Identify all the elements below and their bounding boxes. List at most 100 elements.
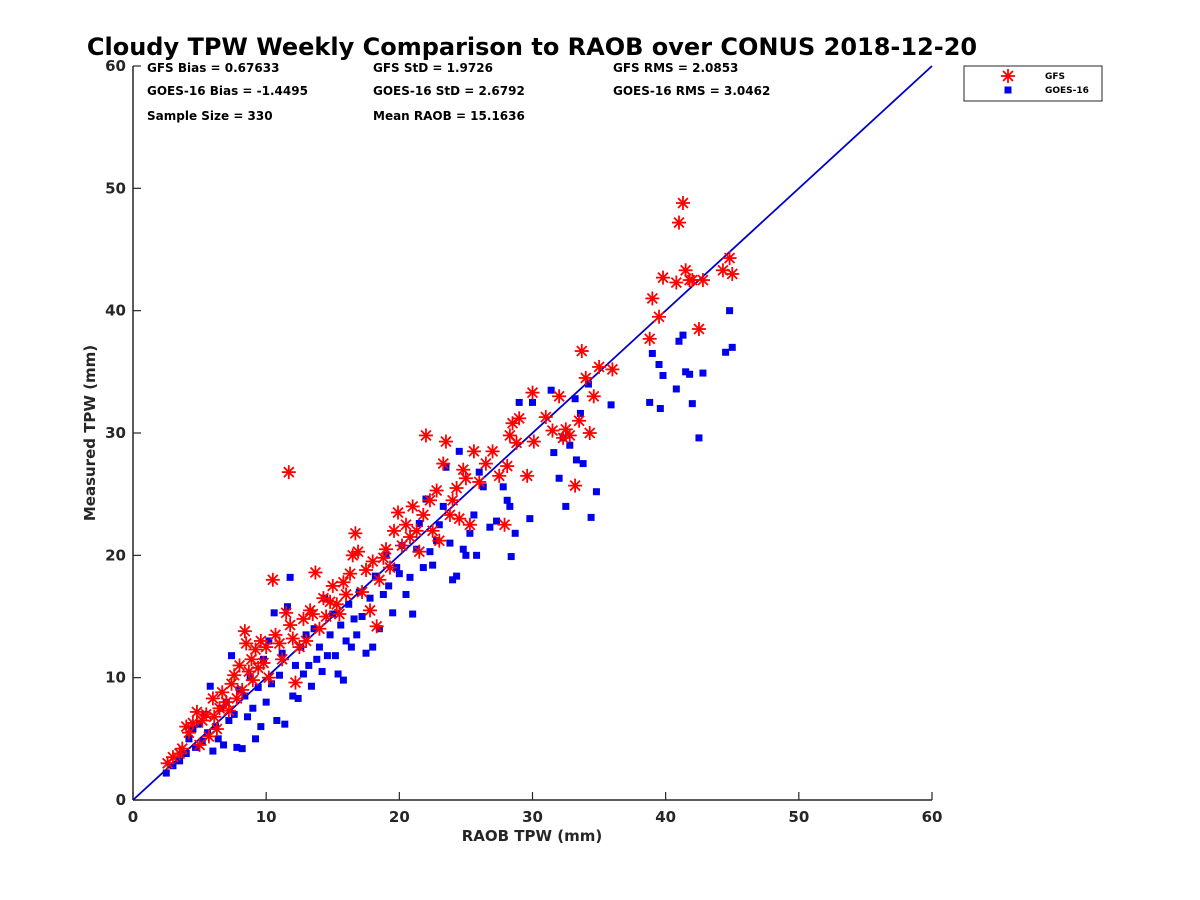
goes16-point bbox=[326, 631, 334, 639]
legend-gfs-marker bbox=[1001, 69, 1015, 83]
goes16-point bbox=[273, 716, 281, 724]
gfs-point bbox=[312, 621, 327, 636]
goes16-point bbox=[682, 368, 690, 376]
gfs-point bbox=[436, 456, 451, 471]
gfs-point bbox=[372, 572, 387, 587]
goes16-point bbox=[209, 747, 217, 755]
goes16-point bbox=[267, 680, 275, 688]
goes16-point bbox=[275, 671, 283, 679]
goes16-point bbox=[648, 349, 656, 357]
goes16-point bbox=[656, 405, 664, 413]
gfs-point bbox=[207, 709, 222, 724]
goes16-point bbox=[176, 757, 184, 765]
goes16-point bbox=[506, 502, 514, 510]
gfs-point bbox=[239, 636, 254, 651]
goes16-point bbox=[294, 694, 302, 702]
goes16-point bbox=[409, 610, 417, 618]
gfs-point bbox=[509, 435, 524, 450]
goes16-point bbox=[389, 609, 397, 617]
gfs-point bbox=[562, 428, 577, 443]
gfs-point bbox=[492, 468, 507, 483]
chart-title: Cloudy TPW Weekly Comparison to RAOB ove… bbox=[87, 33, 977, 61]
goes16-point bbox=[257, 723, 265, 731]
x-axis-label: RAOB TPW (mm) bbox=[462, 827, 603, 845]
gfs-point bbox=[256, 655, 271, 670]
goes16-point bbox=[699, 369, 707, 377]
gfs-point bbox=[232, 658, 247, 673]
x-tick-label: 0 bbox=[128, 808, 138, 826]
x-tick-label: 50 bbox=[788, 808, 809, 826]
gfs-point bbox=[432, 533, 447, 548]
goes16-point bbox=[362, 649, 370, 657]
goes16-point bbox=[572, 456, 580, 464]
goes16-point bbox=[305, 661, 313, 669]
goes16-point bbox=[331, 652, 339, 660]
gfs-point bbox=[438, 434, 453, 449]
gfs-point bbox=[525, 385, 540, 400]
gfs-point bbox=[568, 478, 583, 493]
gfs-point bbox=[332, 607, 347, 622]
goes16-point bbox=[315, 643, 323, 651]
goes16-point bbox=[426, 548, 434, 556]
gfs-point bbox=[695, 273, 710, 288]
gfs-point bbox=[379, 542, 394, 557]
gfs-point bbox=[281, 465, 296, 480]
gfs-point bbox=[592, 359, 607, 374]
goes16-point bbox=[366, 594, 374, 602]
gfs-point bbox=[365, 554, 380, 569]
gfs-point bbox=[359, 563, 374, 578]
goes16-point bbox=[254, 683, 262, 691]
goes16-point bbox=[566, 441, 574, 449]
gfs-point bbox=[265, 572, 280, 587]
legend-goes-marker bbox=[1004, 86, 1012, 94]
series-gfs bbox=[160, 196, 740, 771]
stat-sample-size: Sample Size = 330 bbox=[147, 109, 273, 123]
goes16-point bbox=[646, 398, 654, 406]
gfs-point bbox=[656, 270, 671, 285]
goes16-point bbox=[220, 741, 228, 749]
one-to-one-line bbox=[132, 65, 933, 801]
gfs-point bbox=[394, 538, 409, 553]
goes16-point bbox=[466, 529, 474, 537]
gfs-point bbox=[458, 471, 473, 486]
goes16-point bbox=[726, 307, 734, 315]
goes16-point bbox=[307, 682, 315, 690]
goes16-point bbox=[592, 488, 600, 496]
gfs-point bbox=[308, 565, 323, 580]
goes16-point bbox=[358, 613, 366, 620]
goes16-point bbox=[455, 447, 463, 455]
goes16-point bbox=[695, 434, 703, 442]
gfs-point bbox=[418, 428, 433, 443]
x-tick-label: 60 bbox=[922, 808, 943, 826]
gfs-point bbox=[325, 578, 340, 593]
goes16-point bbox=[214, 735, 222, 743]
gfs-point bbox=[466, 444, 481, 459]
gfs-point bbox=[259, 640, 274, 655]
goes16-point bbox=[439, 502, 447, 510]
goes16-point bbox=[672, 385, 680, 393]
gfs-point bbox=[526, 434, 541, 449]
gfs-point bbox=[355, 585, 370, 600]
goes16-point bbox=[339, 676, 347, 684]
gfs-point bbox=[685, 273, 700, 288]
gfs-point bbox=[248, 642, 263, 657]
goes16-point bbox=[379, 590, 387, 598]
goes16-point bbox=[406, 573, 414, 581]
gfs-point bbox=[348, 526, 363, 541]
goes16-point bbox=[462, 551, 470, 559]
goes16-point bbox=[265, 637, 273, 645]
goes16-point bbox=[688, 400, 696, 408]
gfs-point bbox=[462, 517, 477, 532]
goes16-point bbox=[435, 521, 443, 529]
gfs-point bbox=[429, 483, 444, 498]
gfs-point bbox=[383, 560, 398, 575]
gfs-point bbox=[319, 609, 334, 624]
goes16-point bbox=[515, 398, 523, 406]
goes16-point bbox=[429, 561, 437, 569]
goes16-point bbox=[342, 637, 350, 645]
legend-gfs-label: GFS bbox=[1045, 72, 1065, 82]
goes16-point bbox=[252, 735, 260, 743]
gfs-point bbox=[409, 523, 424, 538]
goes16-point bbox=[281, 720, 289, 728]
